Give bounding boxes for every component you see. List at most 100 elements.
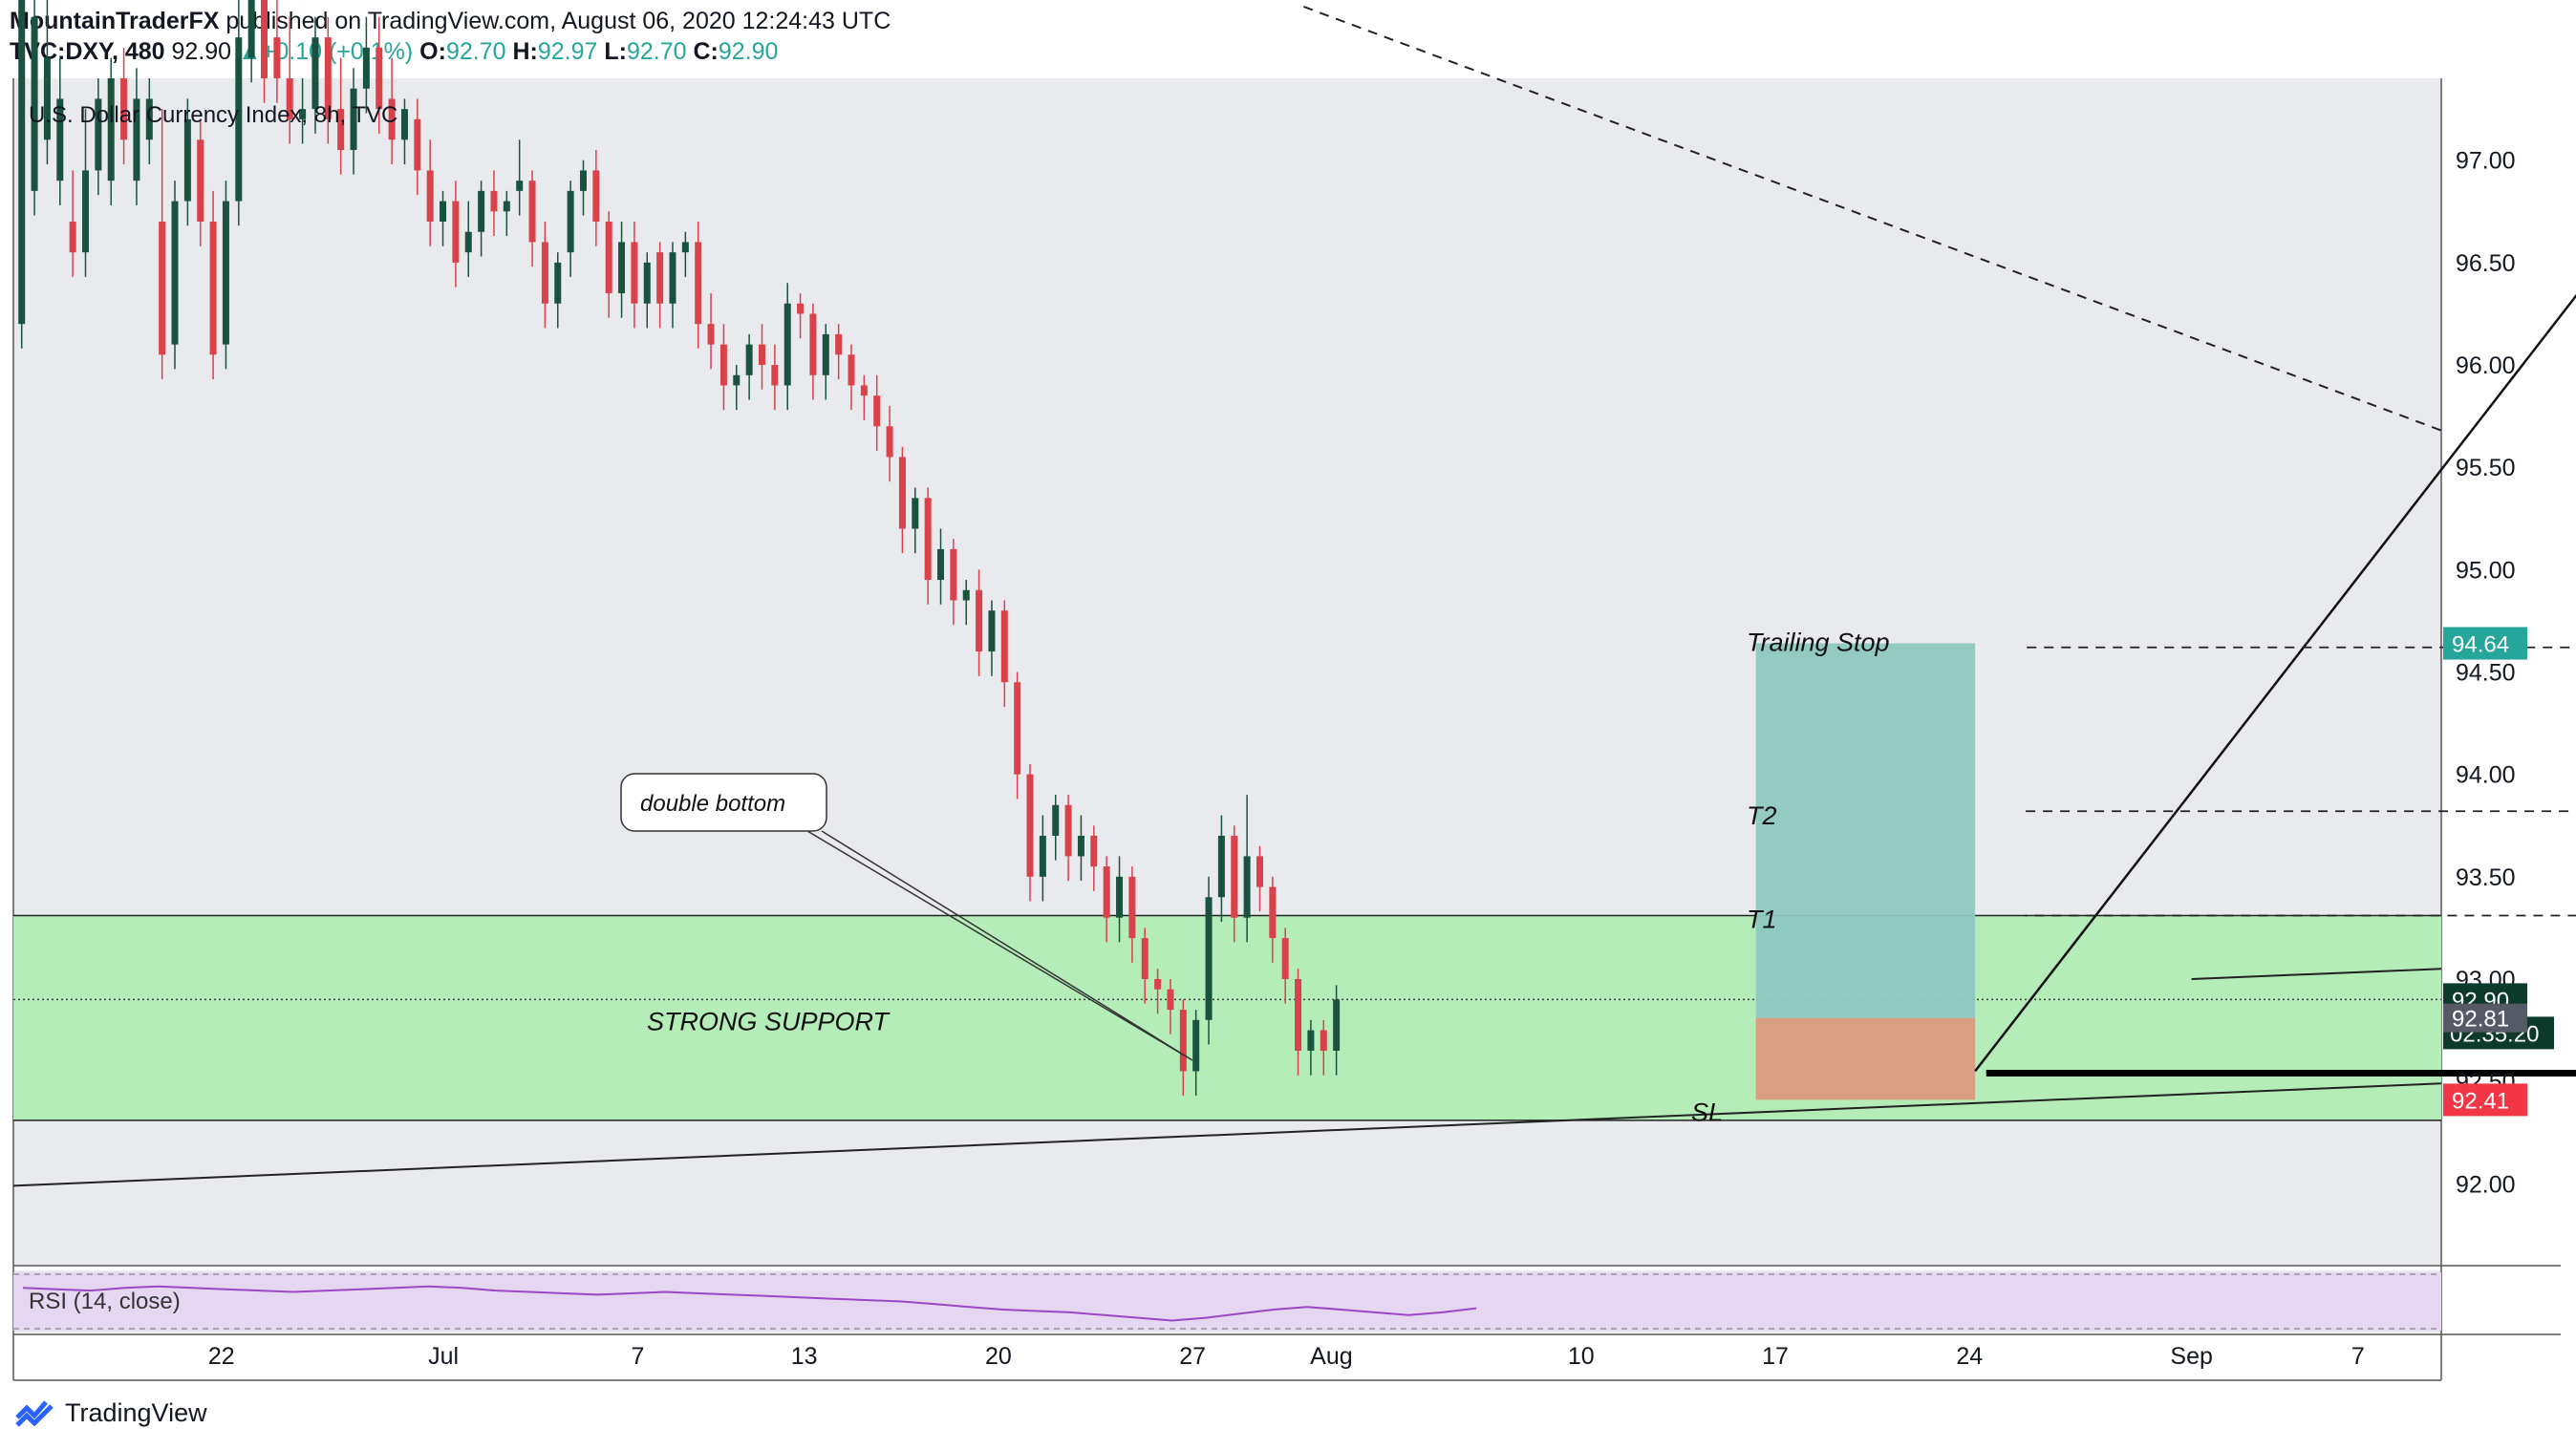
candle-body [1256, 856, 1263, 887]
candle-body [631, 242, 638, 304]
x-tick-label: 24 [1956, 1343, 1983, 1370]
candle-body [669, 252, 676, 304]
candle-body [1077, 835, 1084, 857]
candle-body [1205, 897, 1213, 1020]
downtrend-line [1974, 293, 2576, 1073]
open-value: 92.70 [445, 38, 506, 65]
sl-label: SL [1691, 1098, 1723, 1126]
candle-body [822, 333, 829, 375]
x-tick-label: 7 [631, 1343, 644, 1370]
x-tick-label: 27 [1179, 1343, 1206, 1370]
candle-body [82, 170, 90, 253]
published-text: published on TradingView.com, August 06,… [225, 8, 891, 34]
candle-body [758, 344, 765, 366]
candle-body [937, 548, 945, 581]
candle-body [120, 78, 128, 140]
candle-body [1014, 682, 1021, 775]
publish-line: MountainTraderFX published on TradingVie… [10, 6, 891, 36]
t2-label: T2 [1747, 801, 1777, 830]
candle-body [681, 242, 689, 253]
candle-body [1192, 1019, 1200, 1072]
t1-label: T1 [1747, 906, 1777, 934]
x-tick-label: 10 [1568, 1343, 1595, 1370]
candle-body [299, 109, 307, 119]
x-tick-label: 13 [791, 1343, 818, 1370]
candle-body [797, 303, 805, 314]
publisher-name[interactable]: MountainTraderFX [10, 8, 220, 34]
candle-body [516, 181, 524, 191]
candle-body [745, 344, 753, 375]
candle-body [1307, 1030, 1315, 1051]
candle-body [1231, 835, 1238, 918]
candle-body [835, 333, 843, 355]
candle-body [592, 170, 600, 223]
candle-body [286, 78, 293, 119]
candle-body [400, 109, 408, 140]
open-label: O: [419, 38, 446, 65]
candle-body [1167, 989, 1174, 1011]
candle-body [1141, 938, 1148, 979]
candle-body [1039, 835, 1046, 877]
candle-body [171, 201, 179, 345]
candle-body [950, 548, 957, 601]
high-label: H: [512, 38, 538, 65]
price-change: +0.10 (+0.1%) [261, 38, 414, 65]
y-tick-label: 94.50 [2456, 660, 2516, 687]
candle-body [376, 47, 383, 110]
candle-body [848, 354, 855, 386]
y-tick-label: 96.50 [2456, 250, 2516, 277]
target-price-badge-text: 94.64 [2452, 631, 2509, 657]
x-tick-label: 20 [985, 1343, 1012, 1370]
target-price-badge [2443, 627, 2527, 660]
candle-body [860, 385, 868, 396]
rsi-line [22, 1285, 1477, 1322]
candle-body [311, 37, 319, 110]
candle-body [1243, 856, 1251, 918]
candle-body [1052, 804, 1060, 836]
x-tick-label: 22 [208, 1343, 235, 1370]
candle-body [695, 242, 702, 325]
y-tick-label: 96.00 [2456, 352, 2516, 379]
candle-body [145, 98, 153, 140]
stop-price-badge [2443, 1083, 2527, 1117]
candle-body [567, 190, 574, 253]
stop-zone [1755, 1017, 1976, 1100]
support-zone [13, 915, 2441, 1120]
candle-body [719, 344, 727, 386]
candle-body [554, 262, 562, 304]
candle-body [1333, 999, 1341, 1051]
candle-body [95, 98, 102, 171]
candle-body [886, 426, 893, 458]
candle-body [541, 242, 548, 304]
candle-body [528, 181, 536, 243]
candle-body [733, 374, 741, 386]
candle-body [183, 118, 191, 202]
candle-body [452, 201, 460, 263]
strong-support-label: STRONG SUPPORT [647, 1008, 891, 1036]
candle-body [388, 98, 396, 140]
candle-body [18, 0, 26, 325]
entry-price-badge [2443, 1003, 2527, 1033]
candle-body [503, 201, 510, 212]
candle-body [656, 252, 664, 304]
candle-body [924, 498, 932, 581]
candle-body [31, 16, 38, 191]
double-bottom-pointer [806, 830, 1193, 1061]
rsi-band [13, 1272, 2441, 1331]
x-tick-label: Jul [428, 1343, 459, 1370]
candle-body [912, 498, 919, 529]
y-tick-label: 97.00 [2456, 148, 2516, 175]
candle-body [350, 88, 357, 151]
candle-body [464, 231, 472, 253]
candle-body [69, 222, 76, 253]
candle-body [1090, 835, 1098, 867]
candle-body [1103, 866, 1110, 918]
target-zone [1755, 643, 1976, 1018]
x-tick-label: Sep [2170, 1343, 2212, 1370]
x-tick-label: 7 [2351, 1343, 2365, 1370]
candle-body [1026, 774, 1034, 877]
footer-brand[interactable]: TradingView [13, 1397, 207, 1429]
candle-body [324, 37, 332, 119]
candle-body [1179, 1010, 1187, 1072]
